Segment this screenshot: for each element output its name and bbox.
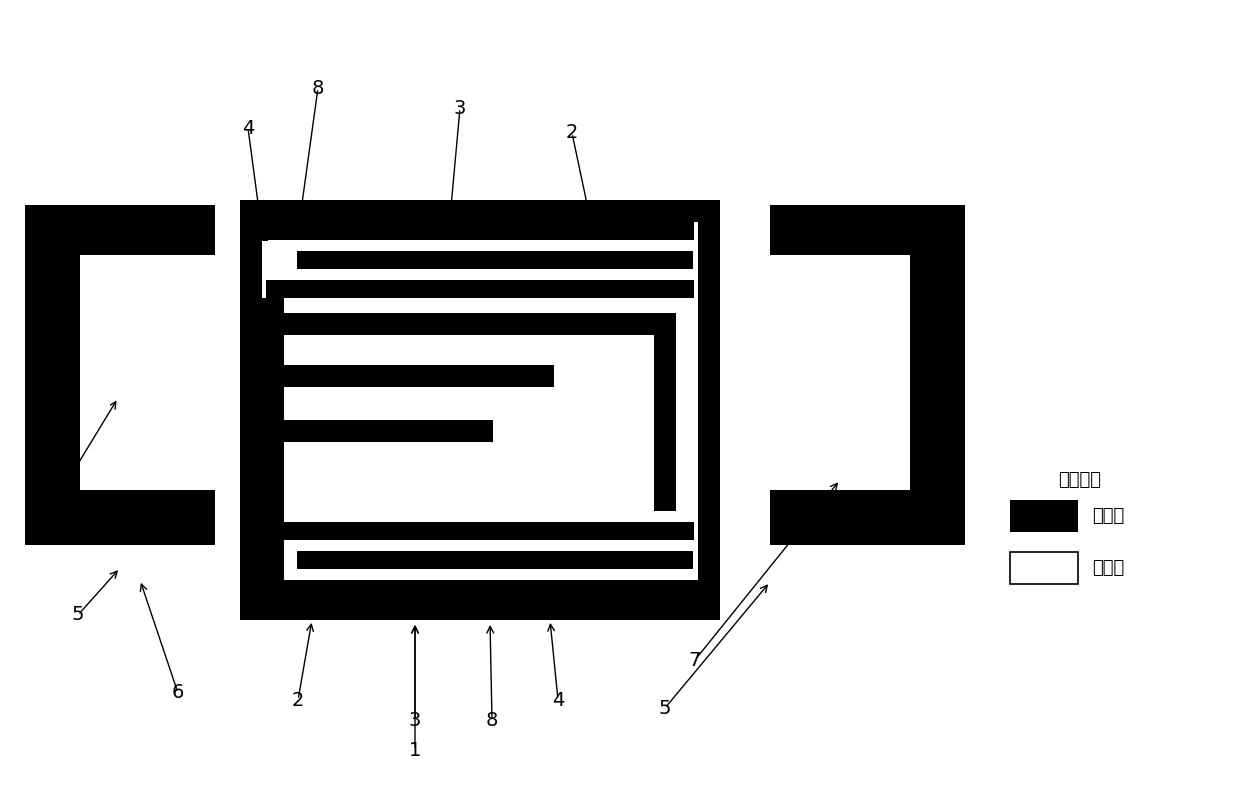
Text: 2: 2 — [292, 691, 305, 709]
Text: 1: 1 — [409, 740, 421, 759]
Text: 介质基板: 介质基板 — [1058, 471, 1101, 489]
Text: 4: 4 — [242, 118, 254, 138]
Bar — [252, 222, 268, 241]
Bar — [880, 390, 908, 396]
Bar — [261, 298, 284, 598]
Text: 8: 8 — [312, 79, 325, 98]
Bar — [266, 222, 694, 240]
Bar — [261, 222, 698, 598]
Bar — [25, 205, 81, 545]
Bar — [266, 522, 694, 540]
Text: 4: 4 — [551, 691, 564, 709]
Bar — [297, 551, 693, 569]
Text: 下表面: 下表面 — [1092, 559, 1124, 577]
Bar — [25, 490, 216, 545]
Bar — [1010, 552, 1078, 584]
Bar — [880, 376, 908, 382]
Bar — [266, 280, 694, 298]
Bar — [82, 404, 110, 410]
Bar — [654, 313, 676, 511]
Bar — [1010, 500, 1078, 532]
Text: 8: 8 — [486, 711, 498, 730]
Bar — [284, 420, 493, 442]
Text: 7: 7 — [56, 480, 68, 499]
Bar — [769, 490, 965, 545]
Bar — [82, 376, 110, 382]
Bar — [284, 313, 676, 335]
Bar — [693, 580, 707, 599]
Text: 3: 3 — [409, 711, 421, 730]
Text: 7: 7 — [689, 650, 701, 669]
Bar — [25, 205, 216, 255]
Bar — [240, 200, 720, 620]
Bar — [266, 580, 694, 598]
Bar — [284, 365, 554, 387]
Text: 6: 6 — [172, 684, 185, 703]
Text: 5: 5 — [72, 606, 84, 625]
Text: 5: 5 — [659, 699, 672, 718]
Bar — [769, 205, 965, 255]
Bar — [82, 390, 110, 396]
Bar — [880, 404, 908, 410]
Text: 2: 2 — [566, 123, 579, 142]
Text: 上表面: 上表面 — [1092, 507, 1124, 525]
Text: 3: 3 — [453, 99, 466, 118]
Bar — [909, 205, 965, 545]
Bar — [297, 251, 693, 269]
